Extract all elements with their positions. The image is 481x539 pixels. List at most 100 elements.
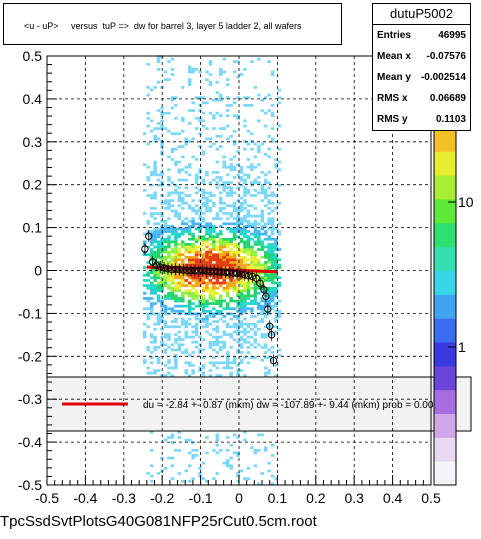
density-cell — [149, 356, 154, 360]
density-cell — [215, 438, 220, 442]
density-cell — [257, 232, 261, 236]
density-cell — [187, 451, 192, 455]
density-cell — [187, 263, 192, 267]
density-cell — [167, 294, 171, 298]
density-cell — [212, 255, 216, 259]
density-cell — [239, 207, 244, 210]
density-cell — [250, 302, 254, 305]
density-cell — [156, 273, 161, 277]
density-cell — [184, 222, 188, 226]
density-cell — [205, 284, 209, 287]
density-cell — [191, 325, 195, 329]
density-cell — [232, 451, 237, 455]
density-cell — [194, 273, 199, 277]
density-cell — [174, 255, 178, 259]
density-cell — [260, 212, 265, 215]
density-cell — [270, 201, 275, 205]
density-cell — [198, 258, 202, 262]
density-cell — [215, 340, 220, 344]
density-cell — [239, 227, 244, 231]
density-cell — [212, 276, 216, 280]
density-cell — [163, 258, 168, 262]
density-cell — [194, 204, 199, 208]
density-cell — [257, 237, 261, 241]
density-cell — [215, 312, 220, 316]
density-cell — [222, 155, 227, 159]
density-cell — [160, 335, 164, 339]
density-cell — [243, 255, 247, 259]
density-cell — [187, 258, 192, 262]
density-cell — [160, 114, 164, 118]
density-cell — [246, 191, 251, 195]
density-cell — [194, 181, 199, 184]
density-cell — [250, 250, 254, 254]
density-cell — [274, 253, 278, 257]
density-cell — [225, 104, 230, 107]
density-cell — [191, 261, 195, 264]
density-cell — [215, 80, 220, 84]
density-cell — [167, 276, 171, 280]
density-cell — [253, 286, 258, 290]
density-cell — [153, 165, 157, 169]
density-cell — [149, 255, 154, 259]
density-cell — [143, 273, 147, 277]
density-cell — [205, 322, 209, 326]
density-cell — [267, 312, 271, 316]
density-cell — [239, 240, 244, 244]
density-cell — [260, 248, 265, 251]
density-cell — [187, 268, 192, 272]
density-cell — [149, 214, 154, 218]
density-cell — [263, 230, 268, 233]
density-cell — [239, 358, 244, 362]
stats-label: RMS y — [377, 114, 408, 125]
density-cell — [177, 348, 182, 352]
density-cell — [208, 346, 213, 349]
density-cell — [236, 258, 240, 262]
density-cell — [222, 255, 227, 259]
density-cell — [215, 451, 220, 455]
density-cell — [260, 263, 265, 267]
density-cell — [191, 237, 195, 241]
profile-point — [175, 265, 184, 274]
density-cell — [215, 134, 220, 138]
density-cell — [277, 309, 282, 313]
density-cell — [215, 433, 220, 437]
density-cell — [253, 207, 258, 210]
density-cell — [236, 96, 240, 100]
density-cell — [263, 261, 268, 264]
density-cell — [149, 448, 154, 452]
density-cell — [229, 466, 233, 470]
density-cell — [270, 351, 275, 354]
density-cell — [236, 217, 240, 221]
density-cell — [156, 312, 161, 316]
density-cell — [153, 240, 157, 244]
density-cell — [177, 472, 182, 475]
density-cell — [184, 335, 188, 339]
density-cell — [267, 235, 271, 239]
density-cell — [250, 307, 254, 311]
density-cell — [208, 222, 213, 226]
profile-point — [183, 266, 191, 275]
density-cell — [246, 245, 251, 249]
density-cell — [149, 88, 154, 92]
density-cell — [257, 235, 261, 239]
density-cell — [163, 271, 168, 275]
density-cell — [205, 320, 209, 323]
density-cell — [274, 263, 278, 267]
density-cell — [163, 297, 168, 300]
density-cell — [163, 219, 168, 223]
density-cell — [177, 289, 182, 293]
density-cell — [160, 255, 164, 259]
density-cell — [167, 60, 171, 63]
density-cell — [187, 122, 192, 125]
density-cell — [236, 279, 240, 282]
stats-title: dutuP5002 — [373, 4, 470, 25]
profile-point — [156, 263, 164, 271]
density-cell — [201, 253, 206, 257]
density-cell — [149, 474, 154, 478]
density-cell — [239, 343, 244, 347]
density-cell — [274, 258, 278, 262]
density-cell — [243, 477, 247, 480]
density-cell — [143, 291, 147, 295]
density-cell — [194, 327, 199, 331]
